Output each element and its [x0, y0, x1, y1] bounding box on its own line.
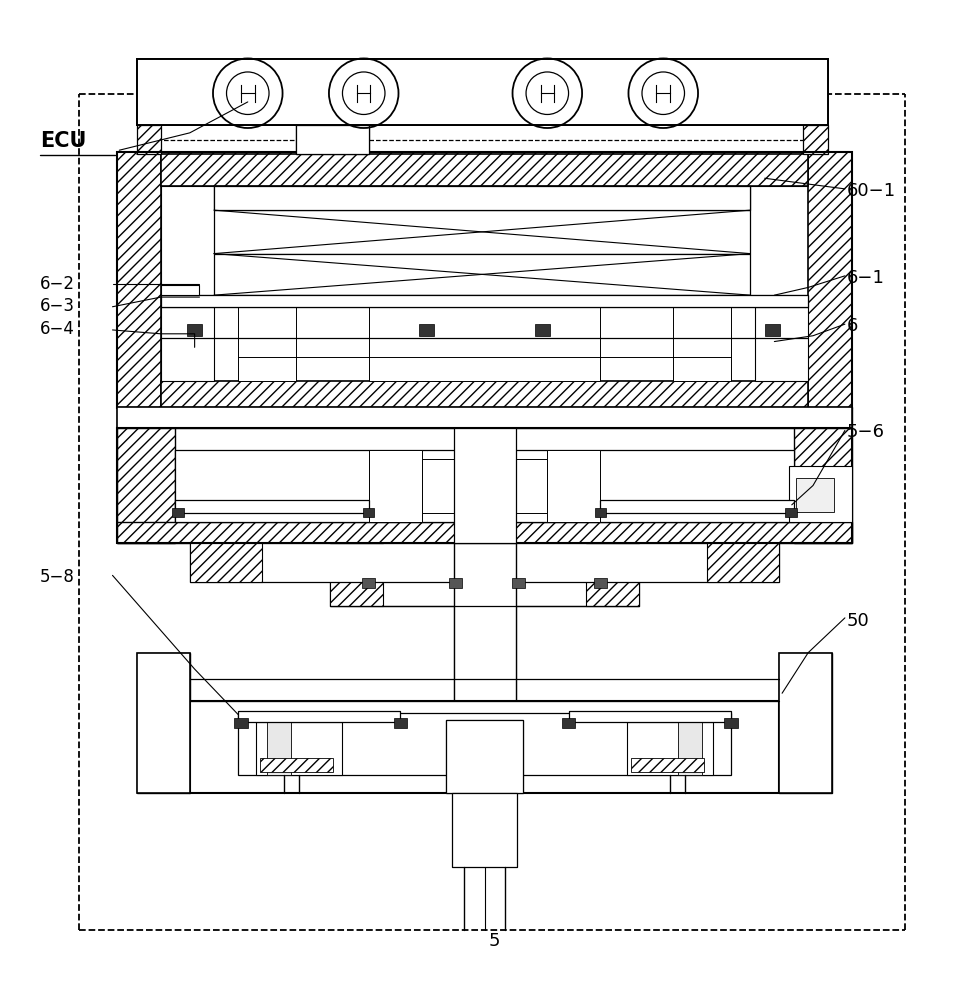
Text: 60−1: 60−1 — [847, 182, 896, 200]
Bar — [117, 407, 852, 428]
Bar — [172, 508, 184, 517]
Bar — [632, 758, 703, 772]
Bar — [187, 324, 203, 336]
Bar — [368, 307, 601, 381]
Bar — [796, 478, 834, 512]
Bar — [452, 793, 517, 867]
Bar — [161, 307, 214, 381]
Bar — [724, 718, 737, 728]
Bar — [161, 295, 808, 307]
Bar — [362, 508, 374, 517]
Bar — [137, 59, 828, 125]
Bar — [161, 285, 200, 295]
Bar — [601, 500, 794, 513]
Bar — [368, 450, 422, 522]
Bar — [161, 285, 200, 295]
Bar — [803, 125, 828, 154]
Bar — [601, 500, 794, 513]
Bar — [627, 722, 713, 775]
Bar — [419, 324, 434, 336]
Bar — [569, 711, 731, 722]
Bar — [190, 543, 779, 582]
Text: 6−1: 6−1 — [847, 269, 885, 287]
Bar — [586, 543, 640, 606]
Bar — [512, 578, 525, 588]
Bar — [446, 720, 523, 793]
Bar — [569, 711, 731, 722]
Bar — [190, 543, 263, 582]
Bar — [677, 722, 702, 775]
Text: 6−3: 6−3 — [40, 297, 75, 315]
Bar — [672, 307, 731, 381]
Bar — [117, 407, 852, 428]
Bar — [393, 718, 407, 728]
Bar — [547, 450, 601, 522]
Bar — [238, 307, 297, 381]
Bar — [535, 324, 550, 336]
Bar — [422, 459, 547, 513]
Bar — [453, 428, 516, 543]
Bar — [446, 720, 523, 793]
Bar — [785, 508, 797, 517]
Text: 6−4: 6−4 — [40, 320, 75, 338]
Bar — [175, 450, 794, 522]
Bar — [808, 152, 852, 408]
Bar — [214, 254, 750, 295]
Bar — [161, 152, 808, 186]
Bar — [175, 500, 368, 513]
Bar — [779, 653, 832, 793]
Bar — [161, 295, 808, 307]
Bar — [137, 125, 161, 154]
Bar — [329, 543, 383, 606]
Bar — [214, 186, 750, 210]
Bar — [137, 653, 190, 793]
Bar — [453, 543, 516, 703]
Bar — [329, 543, 640, 606]
Bar — [453, 428, 516, 543]
Bar — [789, 466, 852, 522]
Bar — [234, 718, 248, 728]
Text: 5−8: 5−8 — [40, 568, 75, 586]
Bar — [238, 713, 731, 775]
Bar — [117, 152, 161, 408]
Bar — [117, 152, 852, 408]
Text: 6: 6 — [847, 317, 859, 335]
Bar — [161, 186, 808, 381]
Bar — [261, 758, 332, 772]
Bar — [256, 722, 342, 775]
Text: ECU: ECU — [40, 131, 86, 151]
Bar — [779, 653, 832, 793]
Bar — [452, 793, 517, 867]
Bar — [297, 125, 368, 154]
Bar — [161, 381, 808, 408]
Bar — [594, 578, 608, 588]
Bar — [117, 522, 852, 543]
Bar — [449, 578, 462, 588]
Bar — [297, 125, 368, 154]
Text: 6−2: 6−2 — [40, 275, 75, 293]
Bar — [794, 428, 852, 543]
Bar — [238, 711, 400, 722]
Bar — [755, 307, 808, 381]
Bar — [562, 718, 576, 728]
Bar — [361, 578, 375, 588]
Text: 5−6: 5−6 — [847, 423, 885, 441]
Bar — [214, 210, 750, 254]
Bar — [117, 428, 175, 543]
Bar — [706, 543, 779, 582]
Bar — [765, 324, 780, 336]
Bar — [117, 428, 852, 543]
Bar — [238, 711, 400, 722]
Bar — [267, 722, 292, 775]
Bar — [137, 653, 190, 793]
Text: 50: 50 — [847, 612, 869, 630]
Bar — [137, 59, 828, 125]
Bar — [453, 543, 516, 703]
Bar — [214, 186, 750, 210]
Text: 5: 5 — [488, 932, 500, 950]
Bar — [175, 500, 368, 513]
Bar — [190, 701, 779, 793]
Bar — [595, 508, 607, 517]
Bar — [190, 701, 779, 793]
